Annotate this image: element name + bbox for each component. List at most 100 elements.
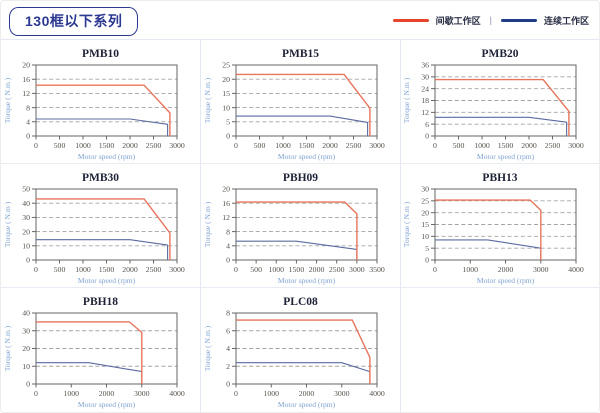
- svg-text:0: 0: [226, 380, 230, 389]
- svg-text:500: 500: [253, 141, 265, 150]
- empty-cell: [401, 288, 599, 412]
- svg-text:10: 10: [22, 362, 30, 371]
- torque-speed-chart: 0 2 4 6 8 0 1000 2000 3000 4000 Motor speed (rpm) T…: [203, 310, 385, 409]
- svg-text:4: 4: [226, 344, 230, 353]
- torque-speed-chart: 0 6 12 18 24 30 36 0 500 1000 1500 2000 2500 3000 Moto…: [402, 62, 584, 161]
- svg-text:1500: 1500: [288, 265, 304, 274]
- svg-text:0: 0: [433, 141, 437, 150]
- page-title: 130框以下系列: [9, 6, 139, 36]
- svg-text:10: 10: [222, 103, 230, 112]
- svg-text:1000: 1000: [63, 389, 79, 398]
- chart-cell-pmb15: PMB15 0 5 10 15 20 25 0 500 1000 1500 2000 2500 3000…: [201, 40, 401, 164]
- svg-text:3000: 3000: [169, 265, 185, 274]
- svg-text:15: 15: [222, 89, 230, 98]
- svg-text:1000: 1000: [263, 389, 279, 398]
- svg-text:3000: 3000: [349, 265, 365, 274]
- svg-text:Motor speed (rpm): Motor speed (rpm): [77, 152, 135, 161]
- svg-text:0: 0: [226, 256, 230, 265]
- svg-text:1000: 1000: [268, 265, 284, 274]
- svg-text:0: 0: [234, 389, 238, 398]
- svg-text:3500: 3500: [369, 265, 385, 274]
- svg-text:20: 20: [222, 186, 230, 194]
- svg-text:Torque ( N.m ): Torque ( N.m ): [3, 201, 12, 247]
- chart-grid: PMB10 0 4 8 12 16 20 0 500 1000 1500 2000 2500 3000 M…: [1, 39, 599, 412]
- torque-speed-chart: 0 5 10 15 20 25 30 0 1000 2000 3000 4000 Motor speed…: [402, 186, 584, 285]
- svg-text:6: 6: [425, 120, 429, 129]
- svg-text:0: 0: [34, 389, 38, 398]
- svg-text:3000: 3000: [169, 141, 185, 150]
- svg-text:Torque ( N.m ): Torque ( N.m ): [203, 325, 212, 371]
- svg-text:Torque ( N.m ): Torque ( N.m ): [203, 201, 212, 247]
- svg-text:20: 20: [22, 344, 30, 353]
- svg-text:30: 30: [22, 326, 30, 335]
- svg-text:500: 500: [250, 265, 262, 274]
- chart-title: PMB15: [281, 48, 320, 60]
- svg-text:Motor speed (rpm): Motor speed (rpm): [277, 400, 335, 409]
- svg-text:20: 20: [22, 62, 30, 70]
- legend-label-continuous: 连续工作区: [543, 15, 589, 26]
- svg-text:0: 0: [425, 256, 429, 265]
- svg-text:3000: 3000: [333, 389, 349, 398]
- torque-speed-chart: 0 4 8 12 16 20 0 500 1000 1500 2000 2500 3000 Motor s…: [3, 62, 185, 161]
- svg-text:50: 50: [22, 186, 30, 194]
- svg-text:40: 40: [22, 199, 30, 208]
- svg-text:500: 500: [453, 141, 465, 150]
- svg-text:0: 0: [234, 265, 238, 274]
- svg-text:25: 25: [222, 62, 230, 70]
- svg-text:8: 8: [26, 103, 30, 112]
- svg-text:0: 0: [234, 141, 238, 150]
- svg-text:4000: 4000: [169, 389, 185, 398]
- svg-text:2500: 2500: [545, 141, 561, 150]
- legend-label-intermittent: 间歇工作区: [435, 15, 481, 26]
- svg-text:2500: 2500: [345, 141, 361, 150]
- svg-text:Motor speed (rpm): Motor speed (rpm): [77, 276, 135, 285]
- legend-line-continuous-icon: [500, 18, 537, 22]
- svg-text:0: 0: [34, 265, 38, 274]
- legend: 间歇工作区 | 连续工作区: [392, 14, 589, 27]
- chart-cell-plc08: PLC08 0 2 4 6 8 0 1000 2000 3000 4000 Motor speed …: [201, 288, 401, 412]
- svg-text:Motor speed (rpm): Motor speed (rpm): [277, 276, 335, 285]
- svg-text:1000: 1000: [275, 141, 291, 150]
- chart-title: PBH18: [82, 296, 119, 308]
- svg-text:36: 36: [421, 62, 429, 70]
- torque-speed-chart: 0 5 10 15 20 25 0 500 1000 1500 2000 2500 3000 Motor …: [203, 62, 385, 161]
- chart-title: PLC08: [283, 296, 318, 308]
- svg-text:0: 0: [26, 380, 30, 389]
- svg-text:16: 16: [222, 199, 230, 208]
- svg-text:0: 0: [226, 132, 230, 141]
- svg-text:10: 10: [421, 232, 429, 241]
- svg-text:8: 8: [226, 310, 230, 318]
- svg-text:25: 25: [421, 197, 429, 206]
- svg-text:16: 16: [22, 75, 30, 84]
- svg-text:2000: 2000: [308, 265, 324, 274]
- chart-cell-pmb10: PMB10 0 4 8 12 16 20 0 500 1000 1500 2000 2500 3000 M…: [1, 40, 201, 164]
- svg-text:30: 30: [22, 213, 30, 222]
- header: 130框以下系列 间歇工作区 | 连续工作区: [1, 1, 599, 39]
- svg-text:1000: 1000: [75, 265, 91, 274]
- chart-cell-pbh13: PBH13 0 5 10 15 20 25 30 0 1000 2000 3000 4000 Motor…: [401, 164, 599, 288]
- svg-text:6: 6: [226, 326, 230, 335]
- svg-text:0: 0: [26, 256, 30, 265]
- svg-text:0: 0: [34, 141, 38, 150]
- svg-text:Torque ( N.m ): Torque ( N.m ): [203, 77, 212, 123]
- svg-text:8: 8: [226, 227, 230, 236]
- svg-text:15: 15: [421, 220, 429, 229]
- torque-speed-chart: 0 4 8 12 16 20 0 500 1000 1500 2000 2500 3000 3500 Mot…: [203, 186, 385, 285]
- svg-text:5: 5: [425, 244, 429, 253]
- svg-text:Motor speed (rpm): Motor speed (rpm): [477, 276, 535, 285]
- svg-text:1000: 1000: [462, 265, 478, 274]
- svg-text:1500: 1500: [498, 141, 514, 150]
- chart-title: PMB10: [81, 48, 120, 60]
- svg-text:Motor speed (rpm): Motor speed (rpm): [277, 152, 335, 161]
- chart-title: PMB30: [81, 172, 120, 184]
- svg-text:2: 2: [226, 362, 230, 371]
- svg-text:2000: 2000: [521, 141, 537, 150]
- svg-text:2500: 2500: [145, 265, 161, 274]
- svg-text:24: 24: [421, 84, 429, 93]
- svg-text:0: 0: [26, 132, 30, 141]
- svg-text:2500: 2500: [328, 265, 344, 274]
- chart-cell-pbh09: PBH09 0 4 8 12 16 20 0 500 1000 1500 2000 2500 3000 3…: [201, 164, 401, 288]
- svg-text:40: 40: [22, 310, 30, 318]
